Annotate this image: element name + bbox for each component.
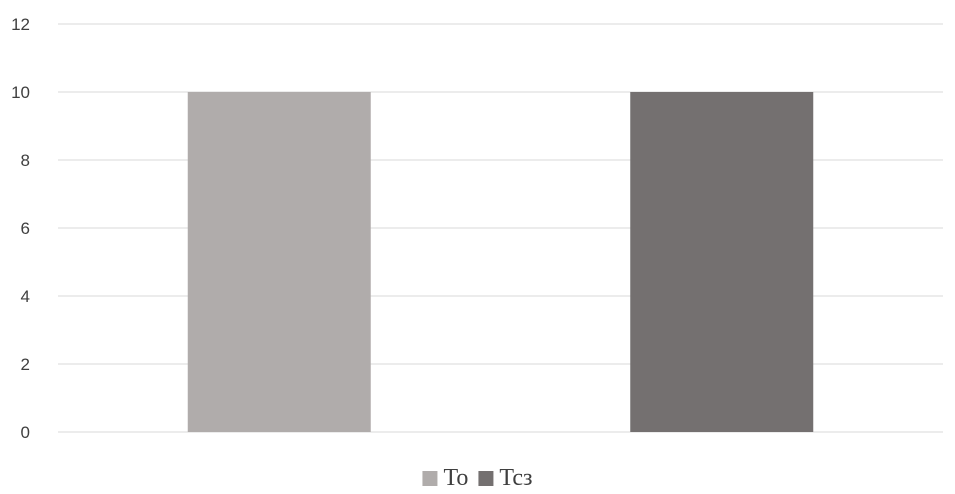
legend-item: Tcз	[478, 465, 533, 491]
bars	[187, 92, 814, 432]
y-tick-label: 12	[11, 15, 30, 34]
y-tick-label: 6	[21, 219, 30, 238]
y-tick-label: 10	[11, 83, 30, 102]
legend-label: To	[443, 465, 468, 491]
legend-label: Tcз	[499, 465, 532, 491]
legend-item: To	[422, 465, 468, 491]
y-axis-ticks: 0 2 4 6 8 10 12	[11, 15, 30, 442]
y-tick-label: 8	[21, 151, 30, 170]
y-tick-label: 0	[21, 423, 30, 442]
legend-swatch	[422, 471, 438, 486]
legend: To Tcз	[422, 465, 533, 491]
y-tick-label: 4	[21, 287, 30, 306]
bar-To	[187, 92, 371, 432]
y-tick-label: 2	[21, 355, 30, 374]
legend-swatch	[478, 471, 494, 486]
bar-Tcз	[630, 92, 814, 432]
